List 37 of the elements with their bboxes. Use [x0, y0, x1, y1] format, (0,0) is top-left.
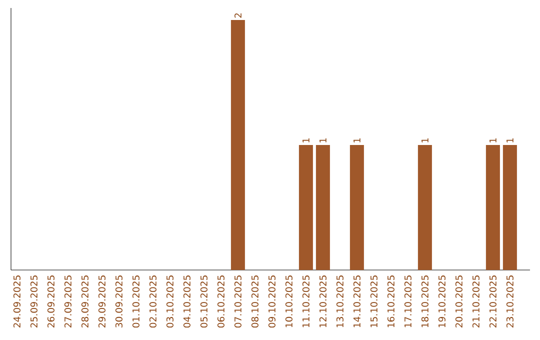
data-label: 1: [422, 138, 428, 142]
x-tick-label: 21.10.2025: [472, 276, 480, 328]
data-label: 1: [490, 138, 496, 142]
x-tick-label: 08.10.2025: [251, 276, 258, 328]
x-tick-label: 20.10.2025: [455, 276, 462, 328]
x-tick-label: 26.09.2025: [47, 276, 54, 328]
x-tick-label: 12.10.2025: [319, 276, 326, 328]
x-tick-label: 03.10.2025: [166, 276, 174, 328]
x-tick-label: 17.10.2025: [404, 276, 412, 328]
x-tick-label: 11.10.2025: [302, 276, 310, 328]
x-tick-label: 10.10.2025: [285, 276, 292, 328]
data-label: 1: [506, 138, 514, 142]
x-tick-label: 15.10.2025: [370, 276, 378, 328]
x-tick-label: 05.10.2025: [200, 276, 208, 328]
data-label: 1: [354, 138, 360, 142]
x-tick-label: 19.10.2025: [438, 276, 446, 328]
x-tick-label: 23.10.2025: [506, 276, 514, 328]
x-tick-label: 01.10.2025: [132, 276, 140, 328]
x-tick-label: 07.10.2025: [234, 276, 242, 328]
data-label: 2: [234, 13, 242, 18]
x-tick-label: 27.09.2025: [64, 276, 72, 328]
x-tick-label: 18.10.2025: [421, 276, 428, 328]
data-label: 1: [320, 138, 326, 142]
x-tick-label: 09.10.2025: [268, 276, 276, 328]
x-tick-label: 04.10.2025: [183, 276, 190, 328]
x-tick-label: 06.10.2025: [217, 276, 224, 328]
x-tick-label: 02.10.2025: [149, 276, 156, 328]
x-tick-label: 24.09.2025: [13, 276, 20, 328]
x-tick-label: 29.09.2025: [98, 276, 106, 328]
x-tick-label: 28.09.2025: [81, 276, 88, 328]
x-tick-label: 30.09.2025: [115, 276, 122, 328]
data-label: 1: [302, 138, 310, 142]
x-tick-label: 25.09.2025: [30, 276, 38, 328]
x-tick-label: 13.10.2025: [336, 276, 344, 328]
x-tick-label: 22.10.2025: [489, 276, 496, 328]
x-tick-label: 16.10.2025: [387, 276, 394, 328]
x-tick-label: 14.10.2025: [353, 276, 360, 328]
